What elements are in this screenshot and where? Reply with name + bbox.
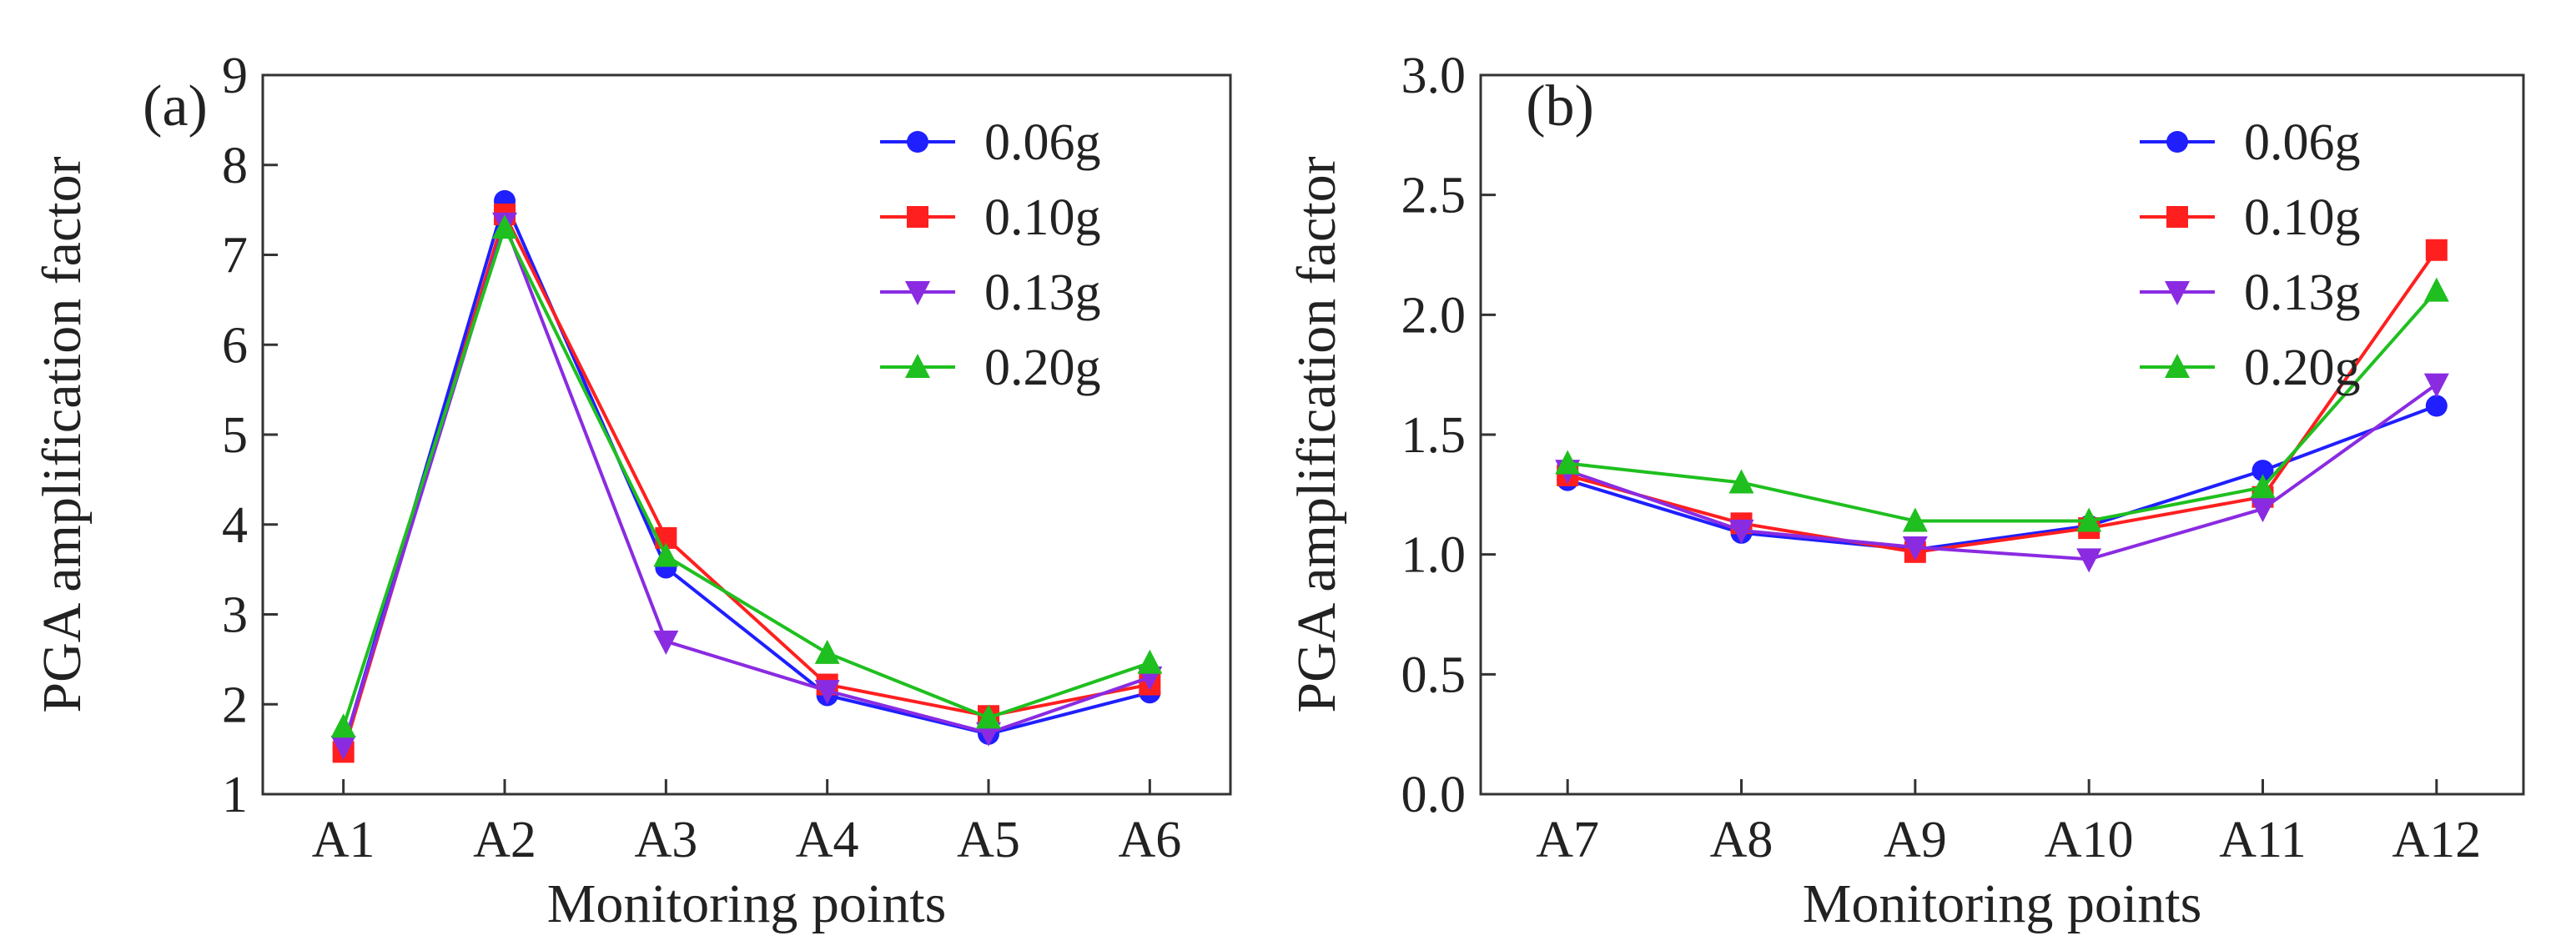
series-0.20g xyxy=(330,214,1163,738)
data-point-A11 xyxy=(2251,460,2274,482)
data-point-A10 xyxy=(2076,507,2102,532)
data-point-A3 xyxy=(653,630,679,655)
series-line xyxy=(1567,289,2438,523)
y-tick-label: 3.0 xyxy=(1401,48,1467,104)
x-tick-label: A11 xyxy=(2219,812,2306,868)
legend-marker xyxy=(905,281,930,305)
data-point-A2 xyxy=(492,214,517,239)
legend-label: 0.13g xyxy=(984,264,1101,321)
series-line xyxy=(1567,383,2438,561)
data-point-A12 xyxy=(2425,395,2448,417)
y-tick-label: 4 xyxy=(222,497,248,554)
data-point-A11 xyxy=(2250,498,2276,523)
y-tick-label: 8 xyxy=(222,138,248,194)
data-point-A12 xyxy=(2423,373,2449,398)
data-point-A7 xyxy=(1555,450,1581,475)
series-0.20g xyxy=(1555,277,2449,532)
legend-label: 0.13g xyxy=(2244,264,2361,321)
data-point-A8 xyxy=(1728,519,1754,544)
data-point-A6 xyxy=(1137,649,1163,674)
y-tick-label: 1 xyxy=(222,767,248,823)
y-tick-label: 2 xyxy=(222,677,248,733)
chart-panel-2: 0.0 0.5 1.0 1.5 2.0 2.5 3.0 A7 A8 A9 A10 A11 A12 Moni… xyxy=(1286,48,2525,934)
legend-marker xyxy=(2165,354,2190,378)
x-tick-label: A1 xyxy=(312,812,375,868)
y-tick-label: 2.0 xyxy=(1401,287,1467,344)
x-tick-label: A6 xyxy=(1118,812,1181,868)
x-tick-label: A7 xyxy=(1536,812,1599,868)
data-point-A3 xyxy=(653,542,679,567)
x-tick-label: A12 xyxy=(2392,812,2481,868)
series-line xyxy=(341,196,1150,748)
legend-label: 0.20g xyxy=(984,340,1101,396)
data-point-A12 xyxy=(2423,277,2449,302)
y-tick-label: 6 xyxy=(222,317,248,374)
x-tick-label: A8 xyxy=(1710,812,1774,868)
series-0.13g xyxy=(1555,373,2449,573)
legend-label: 0.06g xyxy=(2244,114,2361,171)
panel-label: (b) xyxy=(1526,74,1594,138)
y-tick-label: 3 xyxy=(222,587,248,644)
legend-label: 0.06g xyxy=(984,114,1101,171)
data-point-A1 xyxy=(330,735,356,760)
legend-label: 0.10g xyxy=(984,189,1101,246)
x-tick-label: A10 xyxy=(2045,812,2134,868)
panel-label: (a) xyxy=(143,74,208,138)
y-tick-label: 7 xyxy=(222,228,248,284)
y-tick-label: 1.5 xyxy=(1401,407,1467,464)
data-point-A1 xyxy=(330,713,356,738)
data-point-A9 xyxy=(1902,536,1928,561)
data-point-A9 xyxy=(1902,507,1928,532)
y-axis-title: PGA amplification factor xyxy=(32,156,93,712)
series-line xyxy=(1567,404,2438,551)
data-point-A5 xyxy=(976,704,1001,729)
y-tick-label: 0.0 xyxy=(1401,767,1467,823)
legend-marker xyxy=(2166,131,2188,153)
series-line xyxy=(341,223,1150,727)
x-tick-label: A2 xyxy=(473,812,536,868)
data-point-A11 xyxy=(2250,474,2276,499)
legend-marker xyxy=(907,206,928,228)
data-point-A10 xyxy=(2076,548,2102,573)
x-tick-label: A9 xyxy=(1884,812,1947,868)
y-tick-label: 2.5 xyxy=(1401,168,1467,224)
x-tick-label: A3 xyxy=(634,812,697,868)
x-tick-label: A5 xyxy=(957,812,1020,868)
y-tick-label: 1.0 xyxy=(1401,527,1467,584)
legend-marker xyxy=(905,354,930,378)
data-point-A4 xyxy=(814,639,840,664)
chart-panel-1: 1 2 3 4 5 6 7 8 9 A1 A2 A3 A4 A5 A6 Monitoring points PG… xyxy=(32,48,1232,934)
series-line xyxy=(341,209,1150,752)
y-tick-label: 5 xyxy=(222,407,248,464)
legend-label: 0.20g xyxy=(2244,340,2361,396)
legend-marker xyxy=(2165,281,2190,305)
data-point-A12 xyxy=(2425,239,2448,261)
legend-label: 0.10g xyxy=(2244,189,2361,246)
y-axis-title: PGA amplification factor xyxy=(1286,156,1347,712)
x-axis-title: Monitoring points xyxy=(1803,873,2202,934)
y-tick-label: 0.5 xyxy=(1401,647,1467,703)
y-tick-label: 9 xyxy=(222,48,248,104)
x-tick-label: A4 xyxy=(796,812,859,868)
legend-marker xyxy=(2166,206,2188,228)
data-point-A8 xyxy=(1728,469,1754,494)
data-point-A4 xyxy=(814,680,840,705)
x-axis-title: Monitoring points xyxy=(547,873,947,934)
legend-marker xyxy=(907,131,928,153)
